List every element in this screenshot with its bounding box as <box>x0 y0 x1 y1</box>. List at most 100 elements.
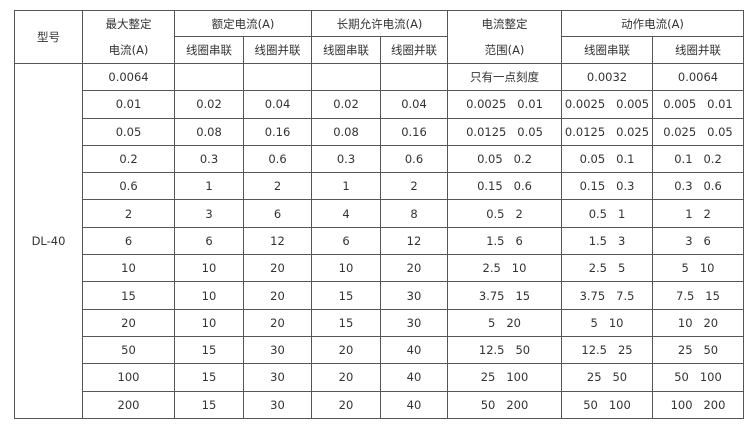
header-row-1: 型号 最大整定 额定电流(A) 长期允许电流(A) 电流整定 动作电流(A) <box>14 10 744 64</box>
table-cell: 1.5 3 <box>561 226 653 256</box>
table-cell: 0.15 0.3 <box>561 172 653 201</box>
table-cell: 2 <box>82 199 175 228</box>
table-cell: 0.6 <box>243 144 312 174</box>
table-cell: 0.0025 0.01 <box>447 90 562 119</box>
table-cell: 20 <box>311 390 381 419</box>
header-max-setting-bottom: 电流(A) <box>82 36 175 64</box>
table-cell: 只有一点刻度 <box>447 62 562 92</box>
table-cell: 0.1 0.2 <box>652 144 744 174</box>
table-cell: 0.0125 0.05 <box>447 117 562 146</box>
table-cell: 0.005 0.01 <box>652 90 744 119</box>
table-row: 50 15 30 20 40 12.5 50 12.5 25 25 50 <box>15 335 744 365</box>
table-cell: 40 <box>380 335 448 365</box>
table-cell: 5 20 <box>447 308 562 337</box>
table-cell: 8 <box>380 199 448 228</box>
relay-spec-table: 型号 最大整定 额定电流(A) 长期允许电流(A) 电流整定 动作电流(A) 电… <box>14 10 744 419</box>
table-cell: 0.05 0.2 <box>447 144 562 174</box>
table-cell: 2 <box>380 172 448 201</box>
table-cell: 0.5 2 <box>447 199 562 228</box>
table-row: 0.2 0.3 0.6 0.3 0.6 0.05 0.2 0.05 0.1 0.1 0.2 <box>15 144 744 174</box>
table-cell: 50 200 <box>447 390 562 419</box>
model-cell: DL-40 <box>14 63 83 419</box>
header-row-2: 电流(A) 线圈串联 线圈并联 线圈串联 线圈并联 范围(A) 线圈串联 线圈并… <box>15 36 744 64</box>
table-cell: 15 <box>174 363 244 392</box>
table-cell: 20 <box>380 254 448 283</box>
table-cell: 30 <box>380 308 448 337</box>
header-rated-series: 线圈串联 <box>174 36 244 64</box>
header-max-setting-top: 最大整定 <box>82 10 175 37</box>
table-cell: 20 <box>82 308 175 337</box>
table-cell: 3 6 <box>652 226 744 256</box>
table-cell: 15 <box>311 308 381 337</box>
table-cell: 6 <box>243 199 312 228</box>
table-cell <box>243 62 312 92</box>
table-cell: 12.5 50 <box>447 335 562 365</box>
header-action-series: 线圈串联 <box>561 36 653 64</box>
table-cell: 12.5 25 <box>561 335 653 365</box>
table-cell: 30 <box>243 363 312 392</box>
table-cell: 0.5 1 <box>561 199 653 228</box>
table-cell: 10 20 <box>652 308 744 337</box>
table-cell: 30 <box>243 390 312 419</box>
table-cell: 0.02 <box>174 90 244 119</box>
table-cell: 50 100 <box>561 390 653 419</box>
table-row: 200 15 30 20 40 50 200 50 100 100 200 <box>15 390 744 419</box>
table-cell: 0.2 <box>82 144 175 174</box>
table-cell: 40 <box>380 363 448 392</box>
table-cell: 15 <box>311 281 381 310</box>
table-cell: 0.16 <box>243 117 312 146</box>
header-rated-current: 额定电流(A) <box>174 10 312 37</box>
table-cell <box>311 62 381 92</box>
table-cell: 0.05 0.1 <box>561 144 653 174</box>
table-cell: 1 2 <box>652 199 744 228</box>
table-cell: 30 <box>243 335 312 365</box>
header-action-parallel: 线圈并联 <box>652 36 744 64</box>
table-cell: 15 <box>82 281 175 310</box>
header-long-parallel: 线圈并联 <box>380 36 448 64</box>
table-cell: 20 <box>311 335 381 365</box>
table-cell: 3.75 7.5 <box>561 281 653 310</box>
table-cell: 0.0032 <box>561 62 653 92</box>
table-cell: 5 10 <box>561 308 653 337</box>
header-action-current: 动作电流(A) <box>561 10 744 37</box>
table-cell: 0.0064 <box>82 62 175 92</box>
header-long-term-current: 长期允许电流(A) <box>311 10 448 37</box>
table-row: 15 10 20 15 30 3.75 15 3.75 7.5 7.5 15 <box>15 281 744 310</box>
table-cell: 200 <box>82 390 175 419</box>
table-cell: 0.3 <box>311 144 381 174</box>
table-cell: 12 <box>380 226 448 256</box>
header-model: 型号 <box>14 10 83 64</box>
table-cell: 0.04 <box>243 90 312 119</box>
table-cell: 0.0025 0.005 <box>561 90 653 119</box>
table-cell: 15 <box>174 335 244 365</box>
table-cell: 10 <box>311 254 381 283</box>
table-row: 20 10 20 15 30 5 20 5 10 10 20 <box>15 308 744 337</box>
table-cell: 20 <box>311 363 381 392</box>
table-cell: 1 <box>311 172 381 201</box>
table-cell: 6 <box>82 226 175 256</box>
table-cell: 0.025 0.05 <box>652 117 744 146</box>
table-row: 100 15 30 20 40 25 100 25 50 50 100 <box>15 363 744 392</box>
table-cell: 0.3 0.6 <box>652 172 744 201</box>
table-row: DL-40 0.0064 只有一点刻度 0.0032 0.0064 <box>14 62 744 419</box>
table-cell: 10 <box>174 281 244 310</box>
table-cell: 6 <box>174 226 244 256</box>
table-cell: 10 <box>82 254 175 283</box>
table-cell: 0.3 <box>174 144 244 174</box>
table-cell: 2.5 10 <box>447 254 562 283</box>
table-cell: 0.0064 <box>652 62 744 92</box>
table-cell: 100 <box>82 363 175 392</box>
table-cell <box>174 62 244 92</box>
table-cell: 20 <box>243 254 312 283</box>
table-cell: 25 50 <box>561 363 653 392</box>
table-cell <box>380 62 448 92</box>
header-rated-parallel: 线圈并联 <box>243 36 312 64</box>
table-cell: 40 <box>380 390 448 419</box>
table-cell: 7.5 15 <box>652 281 744 310</box>
table-cell: 10 <box>174 254 244 283</box>
table-cell: 20 <box>243 308 312 337</box>
header-long-series: 线圈串联 <box>311 36 381 64</box>
